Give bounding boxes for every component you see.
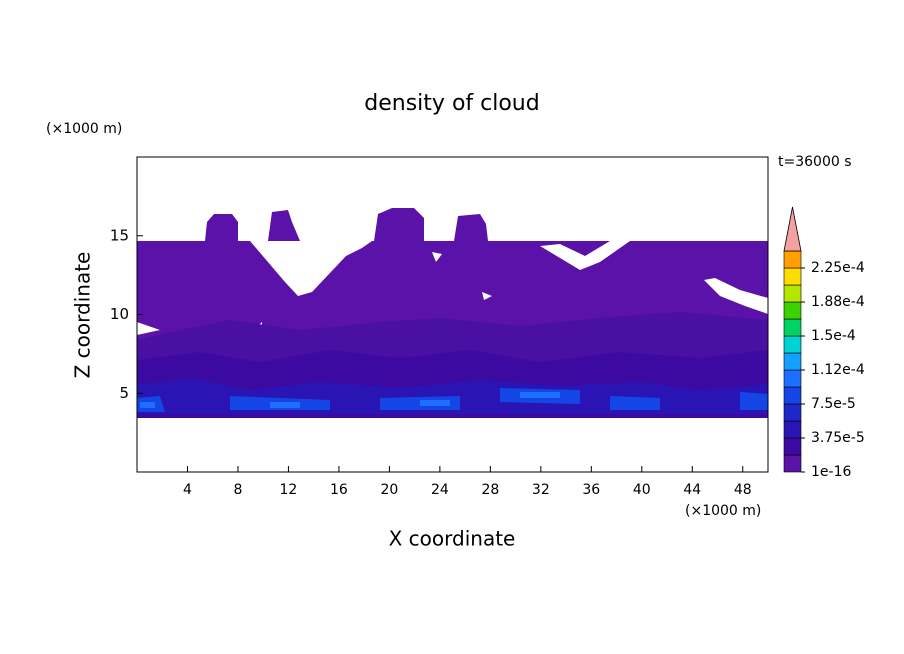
x-tick-label: 36 <box>582 482 600 498</box>
colorbar-bin <box>783 437 802 456</box>
x-tick-label: 44 <box>683 482 701 498</box>
colorbar-bin <box>783 267 802 286</box>
x-tick-label: 20 <box>380 482 398 498</box>
colorbar-bin <box>783 386 802 405</box>
x-tick-label: 24 <box>431 482 449 498</box>
x-axis-label: X coordinate <box>389 527 516 551</box>
y-unit: (×1000 m) <box>46 121 122 137</box>
colorbar-tick-label: 1.5e-4 <box>811 328 856 344</box>
colorbar-bin <box>783 403 802 422</box>
cloud-gap <box>540 241 630 270</box>
colorbar-tick-label: 2.25e-4 <box>811 260 865 276</box>
colorbar-tick-label: 1.12e-4 <box>811 362 865 378</box>
colorbar-extend <box>783 206 802 252</box>
x-tick-label: 28 <box>481 482 499 498</box>
x-tick-label: 40 <box>633 482 651 498</box>
colorbar-bin <box>783 352 802 371</box>
x-tick-label: 48 <box>734 482 752 498</box>
contour-field <box>137 208 768 418</box>
colorbar-bin <box>783 420 802 439</box>
x-tick-label: 32 <box>532 482 550 498</box>
cloud-gap <box>704 278 768 314</box>
colorbar-tick-label: 7.5e-5 <box>811 396 856 412</box>
y-tick-label: 5 <box>119 384 129 402</box>
colorbar-tick-label: 3.75e-5 <box>811 430 865 446</box>
x-tick-label: 16 <box>330 482 348 498</box>
x-unit: (×1000 m) <box>685 503 761 519</box>
chart-title: density of cloud <box>364 91 539 116</box>
colorbar-bin <box>783 369 802 388</box>
colorbar-bin <box>783 318 802 337</box>
colorbar-bin <box>783 250 802 269</box>
colorbar-bin <box>783 454 802 473</box>
cloud-gap <box>250 241 372 296</box>
x-tick-label: 12 <box>280 482 298 498</box>
y-tick-label: 15 <box>110 226 129 244</box>
y-axis-label: Z coordinate <box>71 252 95 379</box>
x-tick-label: 4 <box>183 482 192 498</box>
colorbar-bin <box>783 301 802 320</box>
colorbar-tick-label: 1e-16 <box>811 464 851 480</box>
x-tick-label: 8 <box>233 482 242 498</box>
colorbar-bin <box>783 335 802 354</box>
y-tick-label: 10 <box>110 305 129 323</box>
colorbar-bin <box>783 284 802 303</box>
colorbar-tick-label: 1.88e-4 <box>811 294 865 310</box>
time-label: t=36000 s <box>778 154 852 170</box>
